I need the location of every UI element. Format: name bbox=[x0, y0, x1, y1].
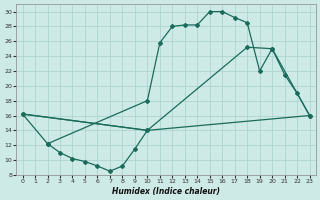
X-axis label: Humidex (Indice chaleur): Humidex (Indice chaleur) bbox=[112, 187, 220, 196]
